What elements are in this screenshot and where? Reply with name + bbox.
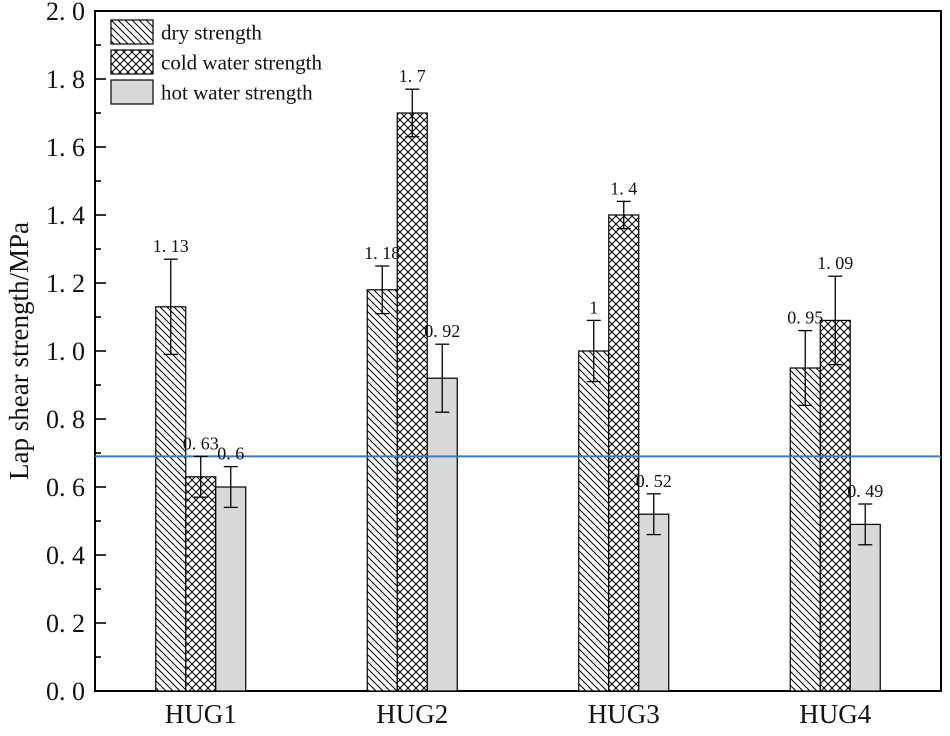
- bar-dry-strength-hug4: [789, 367, 821, 692]
- value-label: 1. 18: [364, 243, 400, 263]
- x-category-label: HUG1: [165, 699, 237, 729]
- error-bar: [646, 493, 661, 536]
- x-category-label: HUG2: [376, 699, 448, 729]
- value-label: 0. 95: [787, 308, 823, 328]
- legend-label: hot water strength: [161, 80, 313, 104]
- value-label: 0. 52: [636, 471, 672, 491]
- error-bar: [163, 258, 178, 356]
- error-bar: [193, 455, 208, 498]
- legend-label: cold water strength: [161, 50, 322, 74]
- value-label: 0. 63: [183, 433, 219, 453]
- value-label: 0. 6: [217, 444, 244, 464]
- x-category-label: HUG4: [799, 699, 871, 729]
- legend: dry strength cold water strength hot water…: [110, 19, 322, 105]
- error-bar: [858, 503, 873, 546]
- bar-hot-water-strength-hug3: [638, 513, 670, 692]
- bar-dry-strength-hug1: [155, 306, 187, 692]
- legend-label: dry strength: [161, 20, 262, 44]
- error-bar: [616, 200, 631, 230]
- value-label: 1. 7: [399, 66, 426, 86]
- bar-hot-water-strength-hug1: [215, 486, 247, 692]
- bar-hot-water-strength-hug2: [426, 377, 458, 692]
- x-category-label: HUG3: [588, 699, 660, 729]
- legend-swatch-diagonal-hatch: [110, 19, 154, 45]
- y-tick-label: 0. 0: [46, 677, 85, 706]
- bar-dry-strength-hug3: [578, 350, 610, 692]
- y-tick-label: 1. 0: [46, 337, 85, 366]
- error-bar: [798, 329, 813, 407]
- y-tick-label: 0. 8: [46, 405, 85, 434]
- y-tick-label: 2. 0: [46, 0, 85, 26]
- bar-cold-water-strength-hug3: [608, 214, 640, 692]
- y-tick-label: 1. 6: [46, 133, 85, 162]
- y-tick-label: 1. 2: [46, 269, 85, 298]
- error-bar: [435, 343, 450, 413]
- value-label: 1. 13: [153, 236, 189, 256]
- error-bar: [828, 275, 843, 366]
- bar-cold-water-strength-hug4: [819, 319, 851, 692]
- error-bar: [223, 465, 238, 509]
- bar-dry-strength-hug2: [366, 289, 398, 692]
- value-label: 1. 09: [817, 253, 853, 273]
- y-tick-label: 0. 6: [46, 473, 85, 502]
- value-label: 0. 92: [424, 321, 460, 341]
- y-tick-label: 0. 4: [46, 541, 85, 570]
- value-label: 1: [589, 297, 598, 317]
- legend-swatch-solid-gray: [110, 79, 154, 105]
- error-bar: [586, 319, 601, 383]
- y-axis-title: Lap shear strength/MPa: [4, 222, 34, 480]
- bar-cold-water-strength-hug2: [396, 112, 428, 692]
- value-label: 1. 4: [610, 178, 637, 198]
- value-label: 0. 49: [847, 481, 883, 501]
- plot-area: 0. 0 0. 2 0. 4 0. 6 0. 8 1. 0 1. 2 1. 4 1. 6 1. 8…: [4, 0, 942, 729]
- bar-cold-water-strength-hug1: [185, 476, 217, 692]
- legend-swatch-crosshatch: [110, 49, 154, 75]
- bar-hot-water-strength-hug4: [849, 523, 881, 692]
- error-bar: [405, 88, 420, 138]
- error-bar: [375, 265, 390, 315]
- y-tick-label: 1. 8: [46, 65, 85, 94]
- y-tick-label: 0. 2: [46, 609, 85, 638]
- y-tick-label: 1. 4: [46, 201, 85, 230]
